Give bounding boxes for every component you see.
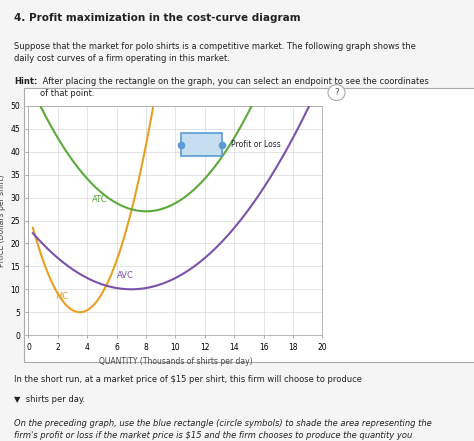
Text: Suppose that the market for polo shirts is a competitive market. The following g: Suppose that the market for polo shirts … [14,42,416,63]
Text: Hint:: Hint: [14,77,37,86]
Text: MC: MC [55,292,68,301]
Text: On the preceding graph, use the blue rectangle (circle symbols) to shade the are: On the preceding graph, use the blue rec… [14,419,432,441]
Bar [181,133,222,156]
Text: ?: ? [334,88,339,97]
X-axis label: QUANTITY (Thousands of shirts per day): QUANTITY (Thousands of shirts per day) [99,357,252,366]
Circle shape [328,85,345,101]
Y-axis label: PRICE (Dollars per shirt): PRICE (Dollars per shirt) [0,174,6,267]
Text: AVC: AVC [117,271,134,280]
Text: After placing the rectangle on the graph, you can select an endpoint to see the : After placing the rectangle on the graph… [40,77,429,98]
Text: ▼  shirts per day.: ▼ shirts per day. [14,395,85,404]
Text: ATC: ATC [91,195,107,205]
Text: In the short run, at a market price of $15 per shirt, this firm will choose to p: In the short run, at a market price of $… [14,375,362,384]
Text: Profit or Loss: Profit or Loss [231,140,281,149]
Text: 4. Profit maximization in the cost-curve diagram: 4. Profit maximization in the cost-curve… [14,13,301,23]
